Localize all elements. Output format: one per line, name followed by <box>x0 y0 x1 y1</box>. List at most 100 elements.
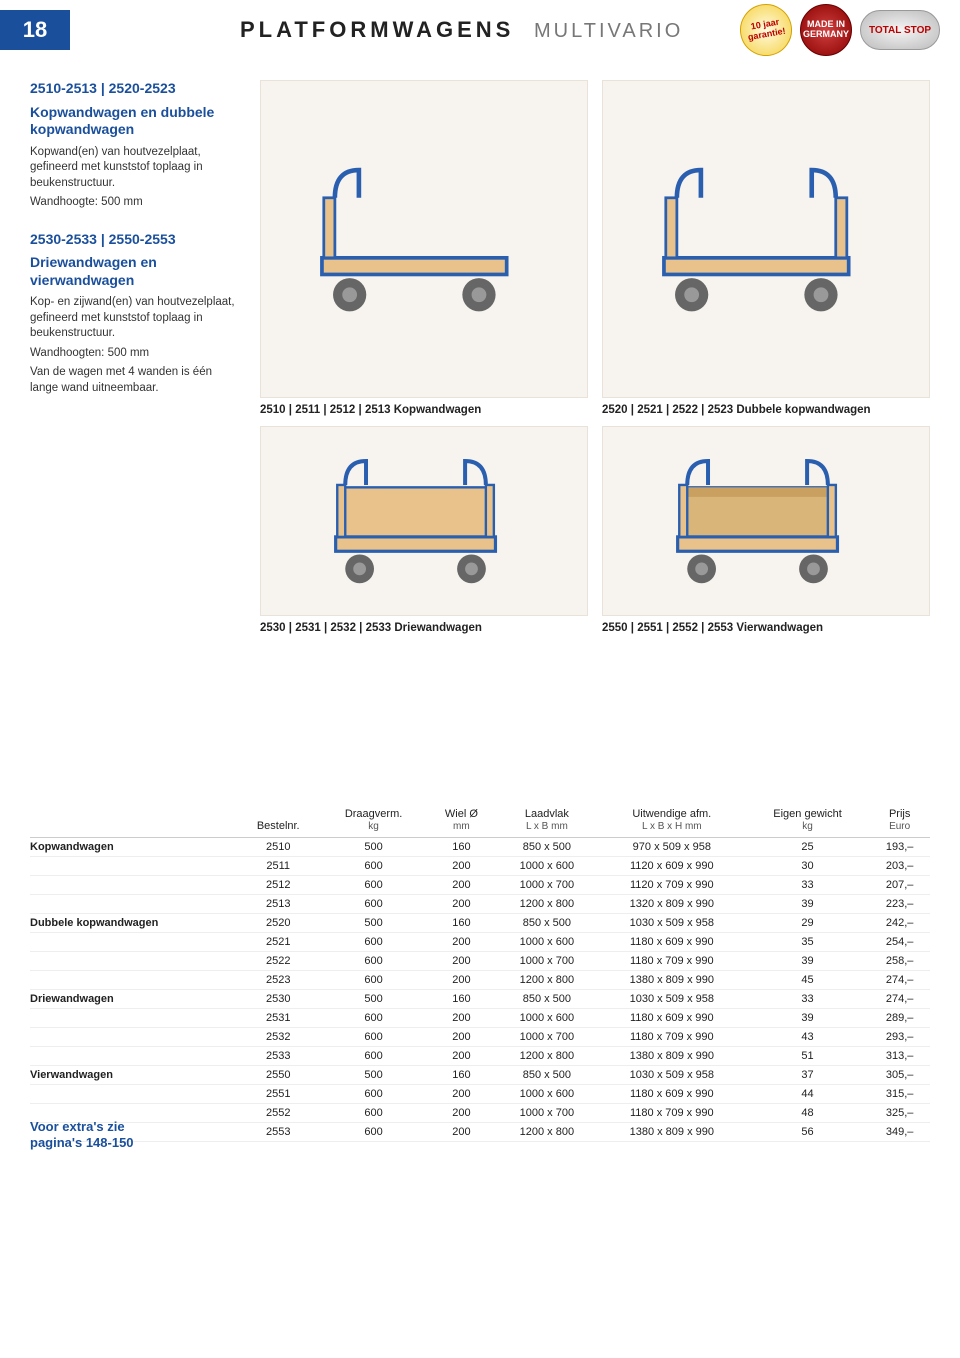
table-cell: 1200 x 800 <box>496 1047 598 1066</box>
table-cell: 274,– <box>869 971 930 990</box>
table-cell: 2512 <box>236 876 320 895</box>
image-cell-3: 2530 | 2531 | 2532 | 2533 Driewandwagen <box>260 426 588 634</box>
table-cell: 600 <box>320 1047 427 1066</box>
table-cell: 39 <box>746 1009 870 1028</box>
table-cell: 600 <box>320 1104 427 1123</box>
cart-icon <box>627 441 904 601</box>
th-prijs: PrijsEuro <box>869 804 930 838</box>
table-cell: 1200 x 800 <box>496 1123 598 1142</box>
table-cell: 600 <box>320 876 427 895</box>
table-cell: 2530 <box>236 990 320 1009</box>
table-cell: 1000 x 600 <box>496 1085 598 1104</box>
product-images-row1: 2510 | 2511 | 2512 | 2513 Kopwandwagen 2… <box>260 80 930 416</box>
table-cell: 160 <box>427 990 496 1009</box>
table-cell: 200 <box>427 933 496 952</box>
table-cell: 1030 x 509 x 958 <box>598 990 746 1009</box>
th-laadvlak: LaadvlakL x B mm <box>496 804 598 838</box>
table-cell: 500 <box>320 990 427 1009</box>
table-cell: 313,– <box>869 1047 930 1066</box>
caption-3: 2530 | 2531 | 2532 | 2533 Driewandwagen <box>260 622 588 634</box>
table-cell: 2521 <box>236 933 320 952</box>
table-cell: 160 <box>427 914 496 933</box>
table-cell: 193,– <box>869 838 930 857</box>
table-cell: 1380 x 809 x 990 <box>598 1047 746 1066</box>
table-row: 25216002001000 x 6001180 x 609 x 9903525… <box>30 933 930 952</box>
caption-2: 2520 | 2521 | 2522 | 2523 Dubbele kopwan… <box>602 404 930 416</box>
table-cell: 600 <box>320 952 427 971</box>
kopwandwagen-image <box>260 80 588 398</box>
table-cell: 33 <box>746 990 870 1009</box>
table-row: Driewandwagen2530500160850 x 5001030 x 5… <box>30 990 930 1009</box>
table-cell: 1000 x 700 <box>496 952 598 971</box>
th-bestelnr: Bestelnr. <box>236 804 320 838</box>
block2-code: 2530-2533 | 2550-2553 <box>30 231 240 249</box>
table-cell: 325,– <box>869 1104 930 1123</box>
table-cell: 1180 x 709 x 990 <box>598 952 746 971</box>
table-cell: 160 <box>427 1066 496 1085</box>
footer-line2: pagina's 148-150 <box>30 1135 210 1152</box>
footer-note: Voor extra's zie pagina's 148-150 <box>30 1119 210 1153</box>
table-cell: 207,– <box>869 876 930 895</box>
table-cell: 200 <box>427 1085 496 1104</box>
th-wiel: Wiel Ømm <box>427 804 496 838</box>
table-cell: 274,– <box>869 990 930 1009</box>
table-cell: 2552 <box>236 1104 320 1123</box>
row-label <box>30 1009 236 1028</box>
table-cell: 850 x 500 <box>496 1066 598 1085</box>
row-label: Dubbele kopwandwagen <box>30 914 236 933</box>
table-cell: 2510 <box>236 838 320 857</box>
table-cell: 1320 x 809 x 990 <box>598 895 746 914</box>
table-cell: 254,– <box>869 933 930 952</box>
table-cell: 1180 x 709 x 990 <box>598 1028 746 1047</box>
table-cell: 1180 x 609 x 990 <box>598 1009 746 1028</box>
table-row: 25126002001000 x 7001120 x 709 x 9903320… <box>30 876 930 895</box>
table-cell: 223,– <box>869 895 930 914</box>
table-cell: 2553 <box>236 1123 320 1142</box>
table-cell: 30 <box>746 857 870 876</box>
table-row: Kopwandwagen2510500160850 x 500970 x 509… <box>30 838 930 857</box>
table-cell: 242,– <box>869 914 930 933</box>
table-cell: 600 <box>320 1085 427 1104</box>
table-cell: 200 <box>427 857 496 876</box>
header-title: PLATFORMWAGENS MULTIVARIO <box>240 17 683 43</box>
table-cell: 1380 x 809 x 990 <box>598 1123 746 1142</box>
table-cell: 2523 <box>236 971 320 990</box>
table-cell: 1000 x 700 <box>496 1104 598 1123</box>
table-cell: 2522 <box>236 952 320 971</box>
table-cell: 1200 x 800 <box>496 971 598 990</box>
table-cell: 1180 x 709 x 990 <box>598 1104 746 1123</box>
row-label <box>30 933 236 952</box>
table-cell: 56 <box>746 1123 870 1142</box>
table-cell: 1000 x 600 <box>496 1009 598 1028</box>
table-cell: 2533 <box>236 1047 320 1066</box>
table-cell: 51 <box>746 1047 870 1066</box>
table-row: 25136002001200 x 8001320 x 809 x 9903922… <box>30 895 930 914</box>
image-cell-2: 2520 | 2521 | 2522 | 2523 Dubbele kopwan… <box>602 80 930 416</box>
th-uitwendige: Uitwendige afm.L x B x H mm <box>598 804 746 838</box>
table-cell: 200 <box>427 895 496 914</box>
cart-icon <box>627 105 904 374</box>
table-cell: 970 x 509 x 958 <box>598 838 746 857</box>
row-label <box>30 895 236 914</box>
th-draagverm: Draagverm.kg <box>320 804 427 838</box>
table-cell: 1030 x 509 x 958 <box>598 914 746 933</box>
row-label <box>30 1047 236 1066</box>
table-cell: 600 <box>320 1123 427 1142</box>
table-cell: 1000 x 600 <box>496 857 598 876</box>
table-cell: 43 <box>746 1028 870 1047</box>
caption-4: 2550 | 2551 | 2552 | 2553 Vierwandwagen <box>602 622 930 634</box>
row-label <box>30 1085 236 1104</box>
table-row: 25116002001000 x 6001120 x 609 x 9903020… <box>30 857 930 876</box>
table-cell: 33 <box>746 876 870 895</box>
table-cell: 2532 <box>236 1028 320 1047</box>
table-cell: 200 <box>427 1104 496 1123</box>
cart-icon <box>285 441 562 601</box>
product-block-2: 2530-2533 | 2550-2553 Driewandwagen en v… <box>30 231 240 397</box>
table-cell: 200 <box>427 1047 496 1066</box>
block1-desc: Kopwand(en) van houtvezelplaat, gefineer… <box>30 145 240 192</box>
table-cell: 600 <box>320 1028 427 1047</box>
table-cell: 200 <box>427 971 496 990</box>
table-cell: 2550 <box>236 1066 320 1085</box>
table-cell: 293,– <box>869 1028 930 1047</box>
th-label <box>30 804 236 838</box>
